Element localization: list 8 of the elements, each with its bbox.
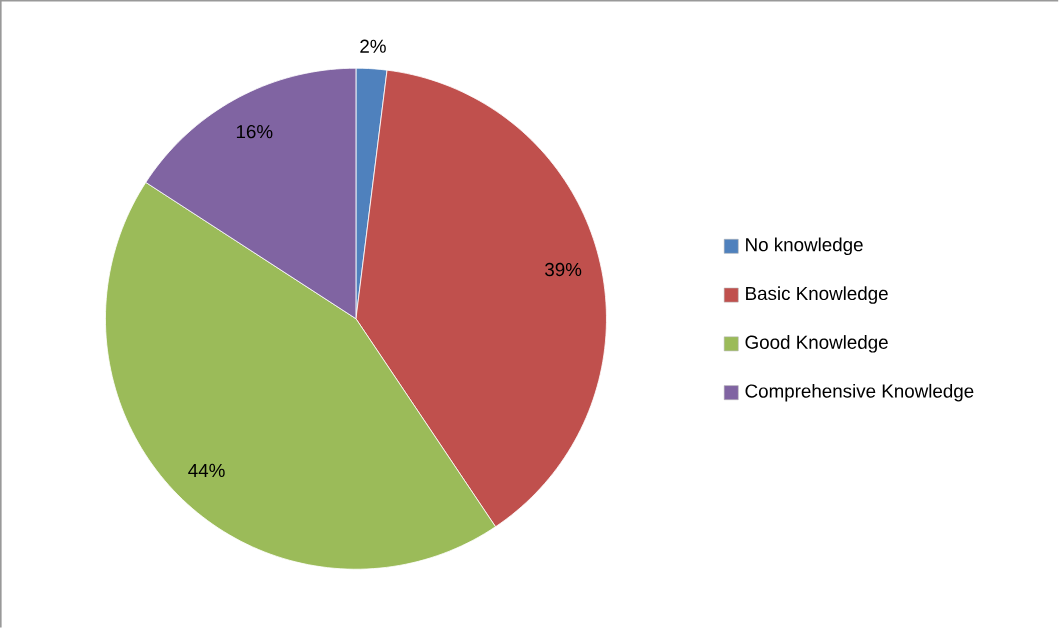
legend-label: Good Knowledge: [745, 334, 888, 353]
legend-label: Comprehensive Knowledge: [745, 383, 974, 402]
data-label: 16%: [236, 124, 273, 139]
data-label: 44%: [188, 463, 225, 477]
legend-label: No knowledge: [746, 237, 863, 255]
data-label: 39%: [545, 262, 582, 276]
data-label: 2%: [360, 39, 386, 53]
legend-label: Basic Knowledge: [746, 286, 888, 304]
